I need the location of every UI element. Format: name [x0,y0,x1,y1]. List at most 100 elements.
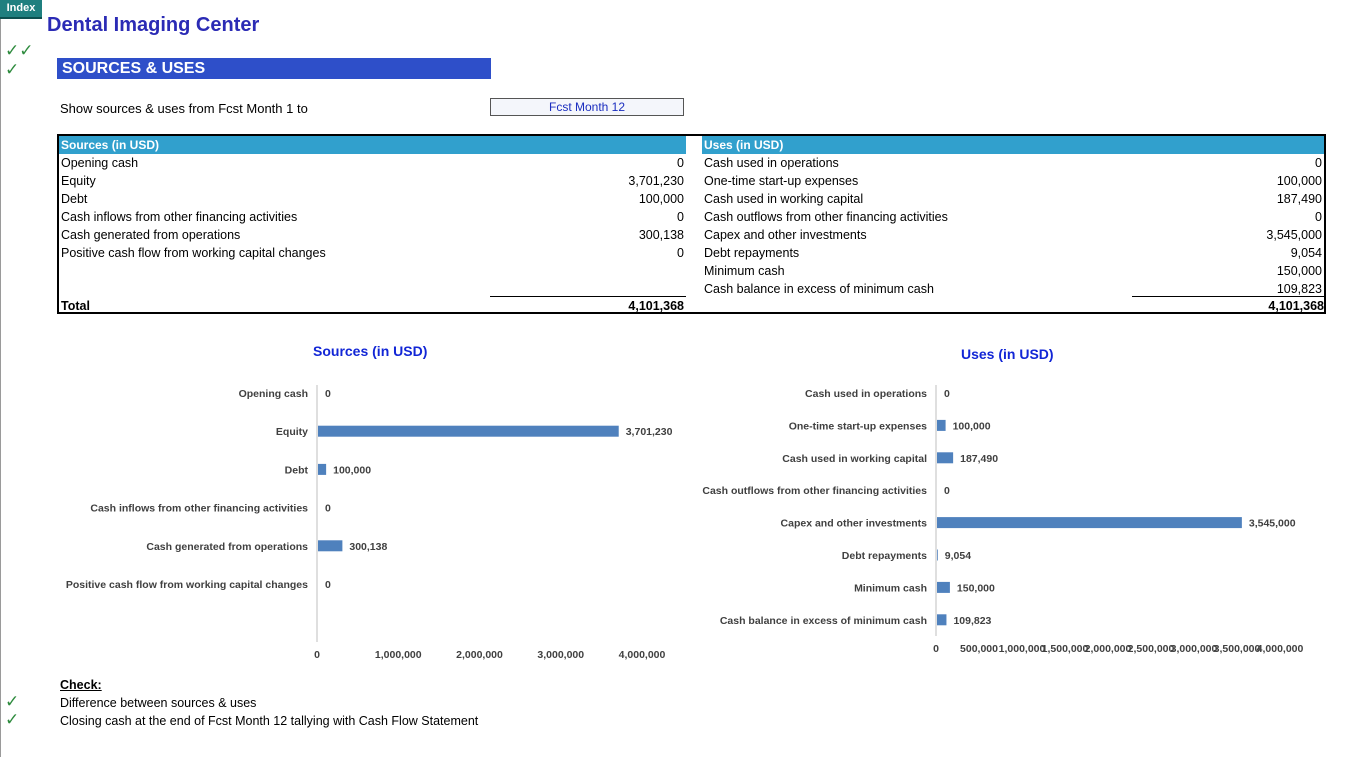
check-icon: ✓ [5,710,20,729]
data-label: 100,000 [333,464,371,476]
uses-column: Uses (in USD) Cash used in operations 0 O… [702,136,1324,298]
data-label: 300,138 [349,541,387,553]
table-row: Cash balance in excess of minimum cash 10… [702,280,1324,298]
bar [937,452,954,464]
row-label: Cash generated from operations [61,228,241,242]
category-label: Capex and other investments [781,518,928,530]
row-label: Capex and other investments [704,228,867,242]
index-button[interactable]: Index [0,0,42,19]
category-label: Cash used in operations [805,388,927,400]
uses-bar-chart: Cash used in operations 0 One-time start-u… [702,385,1304,655]
tick-label: 0 [933,643,939,655]
category-label: Cash generated from operations [146,541,308,553]
data-label: 0 [325,503,331,515]
sheet-left-border [0,18,1,757]
row-value: 9,054 [1290,246,1322,260]
table-row: Positive cash flow from working capital … [59,244,686,262]
sources-total-value: 4,101,368 [628,299,684,313]
category-label: Positive cash flow from working capital … [66,579,308,591]
table-row: Opening cash 0 [59,154,686,172]
data-label: 9,054 [945,550,971,562]
table-row: Minimum cash 150,000 [702,262,1324,280]
category-label: Debt [285,464,309,476]
check-item: Difference between sources & uses [60,696,257,710]
table-row: Debt repayments 9,054 [702,244,1324,262]
row-label: Cash balance in excess of minimum cash [704,282,934,296]
table-row: Cash generated from operations 300,138 [59,226,686,244]
row-label: Minimum cash [704,264,785,278]
category-label: Cash balance in excess of minimum cash [720,615,927,627]
bar [937,549,938,561]
row-value: 0 [677,156,684,170]
tick-label: 3,500,000 [1214,643,1261,655]
tick-label: 2,000,000 [1085,643,1132,655]
row-value: 100,000 [638,192,684,206]
bar [937,614,947,626]
sources-bar-chart: Opening cash 0 Equity 3,701,230 Debt 100,000 C… [66,385,673,661]
row-value: 187,490 [1276,192,1322,206]
tick-label: 500,000 [960,643,998,655]
data-label: 0 [325,388,331,400]
row-label: Debt [61,192,88,206]
check-title: Check: [60,678,102,692]
table-row: Cash inflows from other financing activi… [59,208,686,226]
table-row: Cash outflows from other financing activ… [702,208,1324,226]
uses-header: Uses (in USD) [702,136,1324,154]
page-title: Dental Imaging Center [47,14,260,36]
table-row: Debt 100,000 [59,190,686,208]
section-header: SOURCES & USES [57,58,491,79]
data-label: 3,545,000 [1249,518,1296,530]
tick-label: 3,000,000 [1171,643,1218,655]
sources-total-label: Total [61,299,90,313]
category-label: One-time start-up expenses [789,420,927,432]
category-label: Cash used in working capital [782,453,927,465]
row-value: 100,000 [1276,174,1322,188]
check-icon: ✓✓ [5,41,34,60]
category-label: Cash inflows from other financing activi… [90,503,308,515]
sources-total-rule [490,296,686,297]
data-label: 109,823 [953,615,991,627]
row-label: One-time start-up expenses [704,174,859,188]
sources-uses-table: Sources (in USD) Opening cash 0 Equity 3,7… [57,134,1326,314]
check-icon: ✓ [5,692,20,711]
row-value: 0 [677,210,684,224]
tick-label: 1,000,000 [375,649,422,661]
sources-header: Sources (in USD) [59,136,686,154]
uses-total-value: 4,101,368 [1268,299,1324,313]
row-value: 0 [1315,156,1322,170]
category-label: Debt repayments [842,550,927,562]
row-value: 3,545,000 [1266,228,1322,242]
tick-label: 3,000,000 [537,649,584,661]
row-value: 0 [677,246,684,260]
range-label: Show sources & uses from Fcst Month 1 to [60,101,308,116]
row-value: 3,701,230 [628,174,684,188]
bar [937,517,1242,529]
bar [937,581,950,593]
month-range-dropdown[interactable]: Fcst Month 12 [490,98,684,116]
table-row: One-time start-up expenses 100,000 [702,172,1324,190]
table-row: Cash used in working capital 187,490 [702,190,1324,208]
sources-chart-title: Sources (in USD) [313,343,428,359]
category-label: Equity [276,426,308,438]
table-row: Cash used in operations 0 [702,154,1324,172]
data-label: 150,000 [957,582,995,594]
tick-label: 0 [314,649,320,661]
row-label: Opening cash [61,156,139,170]
data-label: 100,000 [953,420,991,432]
row-label: Positive cash flow from working capital … [61,246,326,260]
row-label: Debt repayments [704,246,800,260]
row-value: 300,138 [638,228,684,242]
row-label: Equity [61,174,96,188]
tick-label: 1,500,000 [1042,643,1089,655]
check-icon: ✓ [5,60,20,79]
tick-label: 2,000,000 [456,649,503,661]
row-value: 150,000 [1276,264,1322,278]
table-row: Capex and other investments 3,545,000 [702,226,1324,244]
uses-total-rule [1132,296,1324,297]
bar [937,419,946,431]
bar [318,540,343,552]
category-label: Minimum cash [854,582,927,594]
tick-label: 2,500,000 [1128,643,1175,655]
data-label: 0 [944,485,950,497]
row-label: Cash inflows from other financing activi… [61,210,298,224]
